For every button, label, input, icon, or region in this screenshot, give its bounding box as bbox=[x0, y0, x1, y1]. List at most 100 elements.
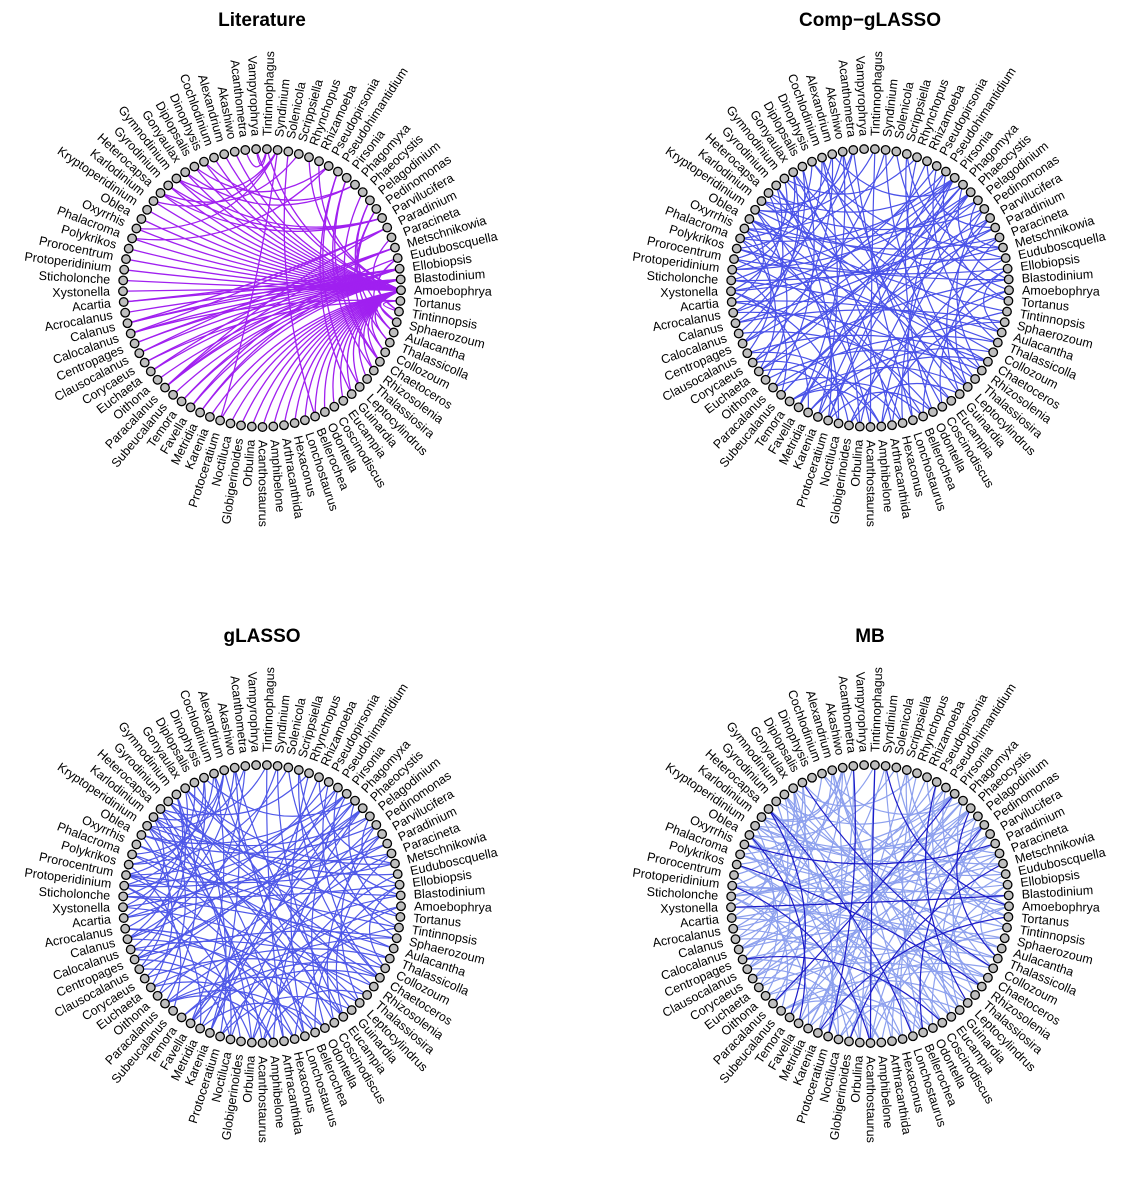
node-thalassicolla bbox=[384, 337, 395, 348]
edge-main-6 bbox=[123, 781, 330, 919]
node-rhynchopus bbox=[912, 768, 922, 779]
panel-literature: Literature TintinnophagusSyndiniumSoleni… bbox=[24, 10, 499, 527]
node-blastodinium bbox=[395, 890, 406, 901]
node-phaeocystis bbox=[357, 803, 368, 814]
edge-main-8 bbox=[732, 171, 947, 271]
edge-main-74 bbox=[798, 151, 846, 408]
node-odontella bbox=[927, 407, 938, 417]
node-oblea bbox=[744, 830, 755, 840]
node-diplopsalis bbox=[189, 161, 200, 172]
edge-dark-9 bbox=[768, 808, 914, 1037]
node-acrocalanus bbox=[728, 307, 739, 318]
node-metridia bbox=[195, 407, 206, 418]
node-karenia bbox=[204, 411, 215, 422]
node-phagomyxa bbox=[958, 795, 968, 806]
edge-main-102 bbox=[747, 968, 861, 1043]
edge-main-34 bbox=[125, 874, 296, 1040]
node-pedinomonas bbox=[371, 819, 382, 830]
node-label-amoebophrya: Amoebophrya bbox=[414, 899, 492, 914]
edge-main-14 bbox=[326, 833, 383, 1023]
edge-main-98 bbox=[817, 356, 989, 418]
node-pedinomonas bbox=[979, 819, 990, 830]
edge-main-27 bbox=[136, 843, 381, 979]
node-blastodinium bbox=[395, 274, 406, 285]
node-label-orbulina: Orbulina bbox=[848, 1055, 865, 1103]
node-alexandrium bbox=[827, 149, 838, 160]
node-pirsonia bbox=[341, 172, 352, 183]
node-pseudohimantidium bbox=[332, 166, 343, 177]
node-tortanus bbox=[1003, 295, 1014, 306]
node-guinardia bbox=[346, 1005, 357, 1016]
nodes-literature bbox=[118, 144, 406, 432]
edge-main-94 bbox=[294, 905, 402, 1040]
node-syndinium bbox=[272, 144, 283, 155]
node-akashiwo bbox=[229, 146, 240, 157]
node-paradinium bbox=[382, 222, 393, 233]
node-rhizamoeba bbox=[922, 772, 932, 783]
edge-main-49 bbox=[123, 833, 383, 919]
node-label-amphibelone: Amphibelone bbox=[267, 439, 287, 513]
node-collozoum bbox=[380, 347, 391, 358]
node-eucampia bbox=[946, 395, 957, 406]
edge-main-72 bbox=[130, 299, 401, 335]
node-sphaerozoum bbox=[391, 933, 402, 944]
edge-main-97 bbox=[880, 311, 1008, 427]
node-noctiluca bbox=[225, 418, 236, 429]
node-arthracanthida bbox=[887, 1036, 897, 1047]
edge-main-64 bbox=[123, 268, 400, 303]
edge-main-83 bbox=[731, 149, 854, 281]
edges-glasso bbox=[122, 764, 402, 1044]
edge-main-78 bbox=[127, 794, 184, 940]
node-favella bbox=[185, 402, 196, 413]
node-acrocalanus bbox=[120, 307, 131, 318]
node-rhizamoeba bbox=[314, 156, 324, 167]
node-globigerinoides bbox=[844, 420, 854, 431]
node-subeucalanus bbox=[168, 1005, 179, 1016]
node-odontella bbox=[319, 1023, 330, 1033]
node-bellerochea bbox=[310, 411, 321, 422]
node-pseudohimantidium bbox=[332, 782, 343, 793]
node-rhynchopus bbox=[912, 152, 922, 163]
edge-main-68 bbox=[164, 246, 396, 389]
node-label-sticholonche: Sticholonche bbox=[38, 885, 110, 903]
edge-main-91 bbox=[969, 816, 1006, 875]
edge-main-111 bbox=[160, 764, 268, 816]
node-cochlodinium bbox=[209, 768, 219, 779]
node-aulacantha bbox=[996, 943, 1007, 954]
edge-dark-3 bbox=[956, 807, 999, 960]
edge-main-113 bbox=[134, 807, 364, 961]
edge-main-107 bbox=[730, 185, 783, 292]
edge-main-94 bbox=[954, 236, 1000, 388]
panel-title-comp-glasso: Comp−gLASSO bbox=[799, 10, 941, 31]
edge-main-37 bbox=[160, 808, 232, 1040]
node-calanus bbox=[730, 934, 741, 945]
node-label-acartia: Acartia bbox=[71, 912, 111, 930]
edge-main-118 bbox=[125, 928, 306, 1037]
node-corycaeus bbox=[747, 357, 758, 368]
node-guinardia bbox=[954, 389, 965, 400]
node-oblea bbox=[136, 830, 147, 840]
edge-main-90 bbox=[194, 165, 330, 193]
node-label-xystonella: Xystonella bbox=[52, 285, 110, 300]
node-temora bbox=[176, 396, 187, 407]
node-centropages bbox=[129, 954, 140, 965]
edge-main-112 bbox=[190, 787, 339, 1024]
node-acartia bbox=[118, 913, 129, 923]
node-amoebophrya bbox=[1004, 285, 1014, 296]
node-xystonella bbox=[726, 286, 736, 297]
edge-main-29 bbox=[146, 825, 361, 1004]
node-polykrikos bbox=[731, 859, 742, 870]
edge-main-103 bbox=[140, 834, 173, 988]
edge-dark-12 bbox=[767, 808, 807, 1018]
node-syndinium bbox=[272, 760, 283, 771]
node-label-orbulina: Orbulina bbox=[240, 439, 257, 487]
edge-main-106 bbox=[743, 228, 772, 354]
edge-main-79 bbox=[184, 171, 356, 206]
node-label-acanthostaurus: Acanthostaurus bbox=[256, 1056, 270, 1143]
node-arthracanthida bbox=[279, 1036, 289, 1047]
node-phalacroma bbox=[127, 233, 138, 244]
node-coscinodiscus bbox=[937, 401, 948, 412]
node-acartia bbox=[726, 297, 737, 307]
edge-main-47 bbox=[732, 191, 972, 271]
